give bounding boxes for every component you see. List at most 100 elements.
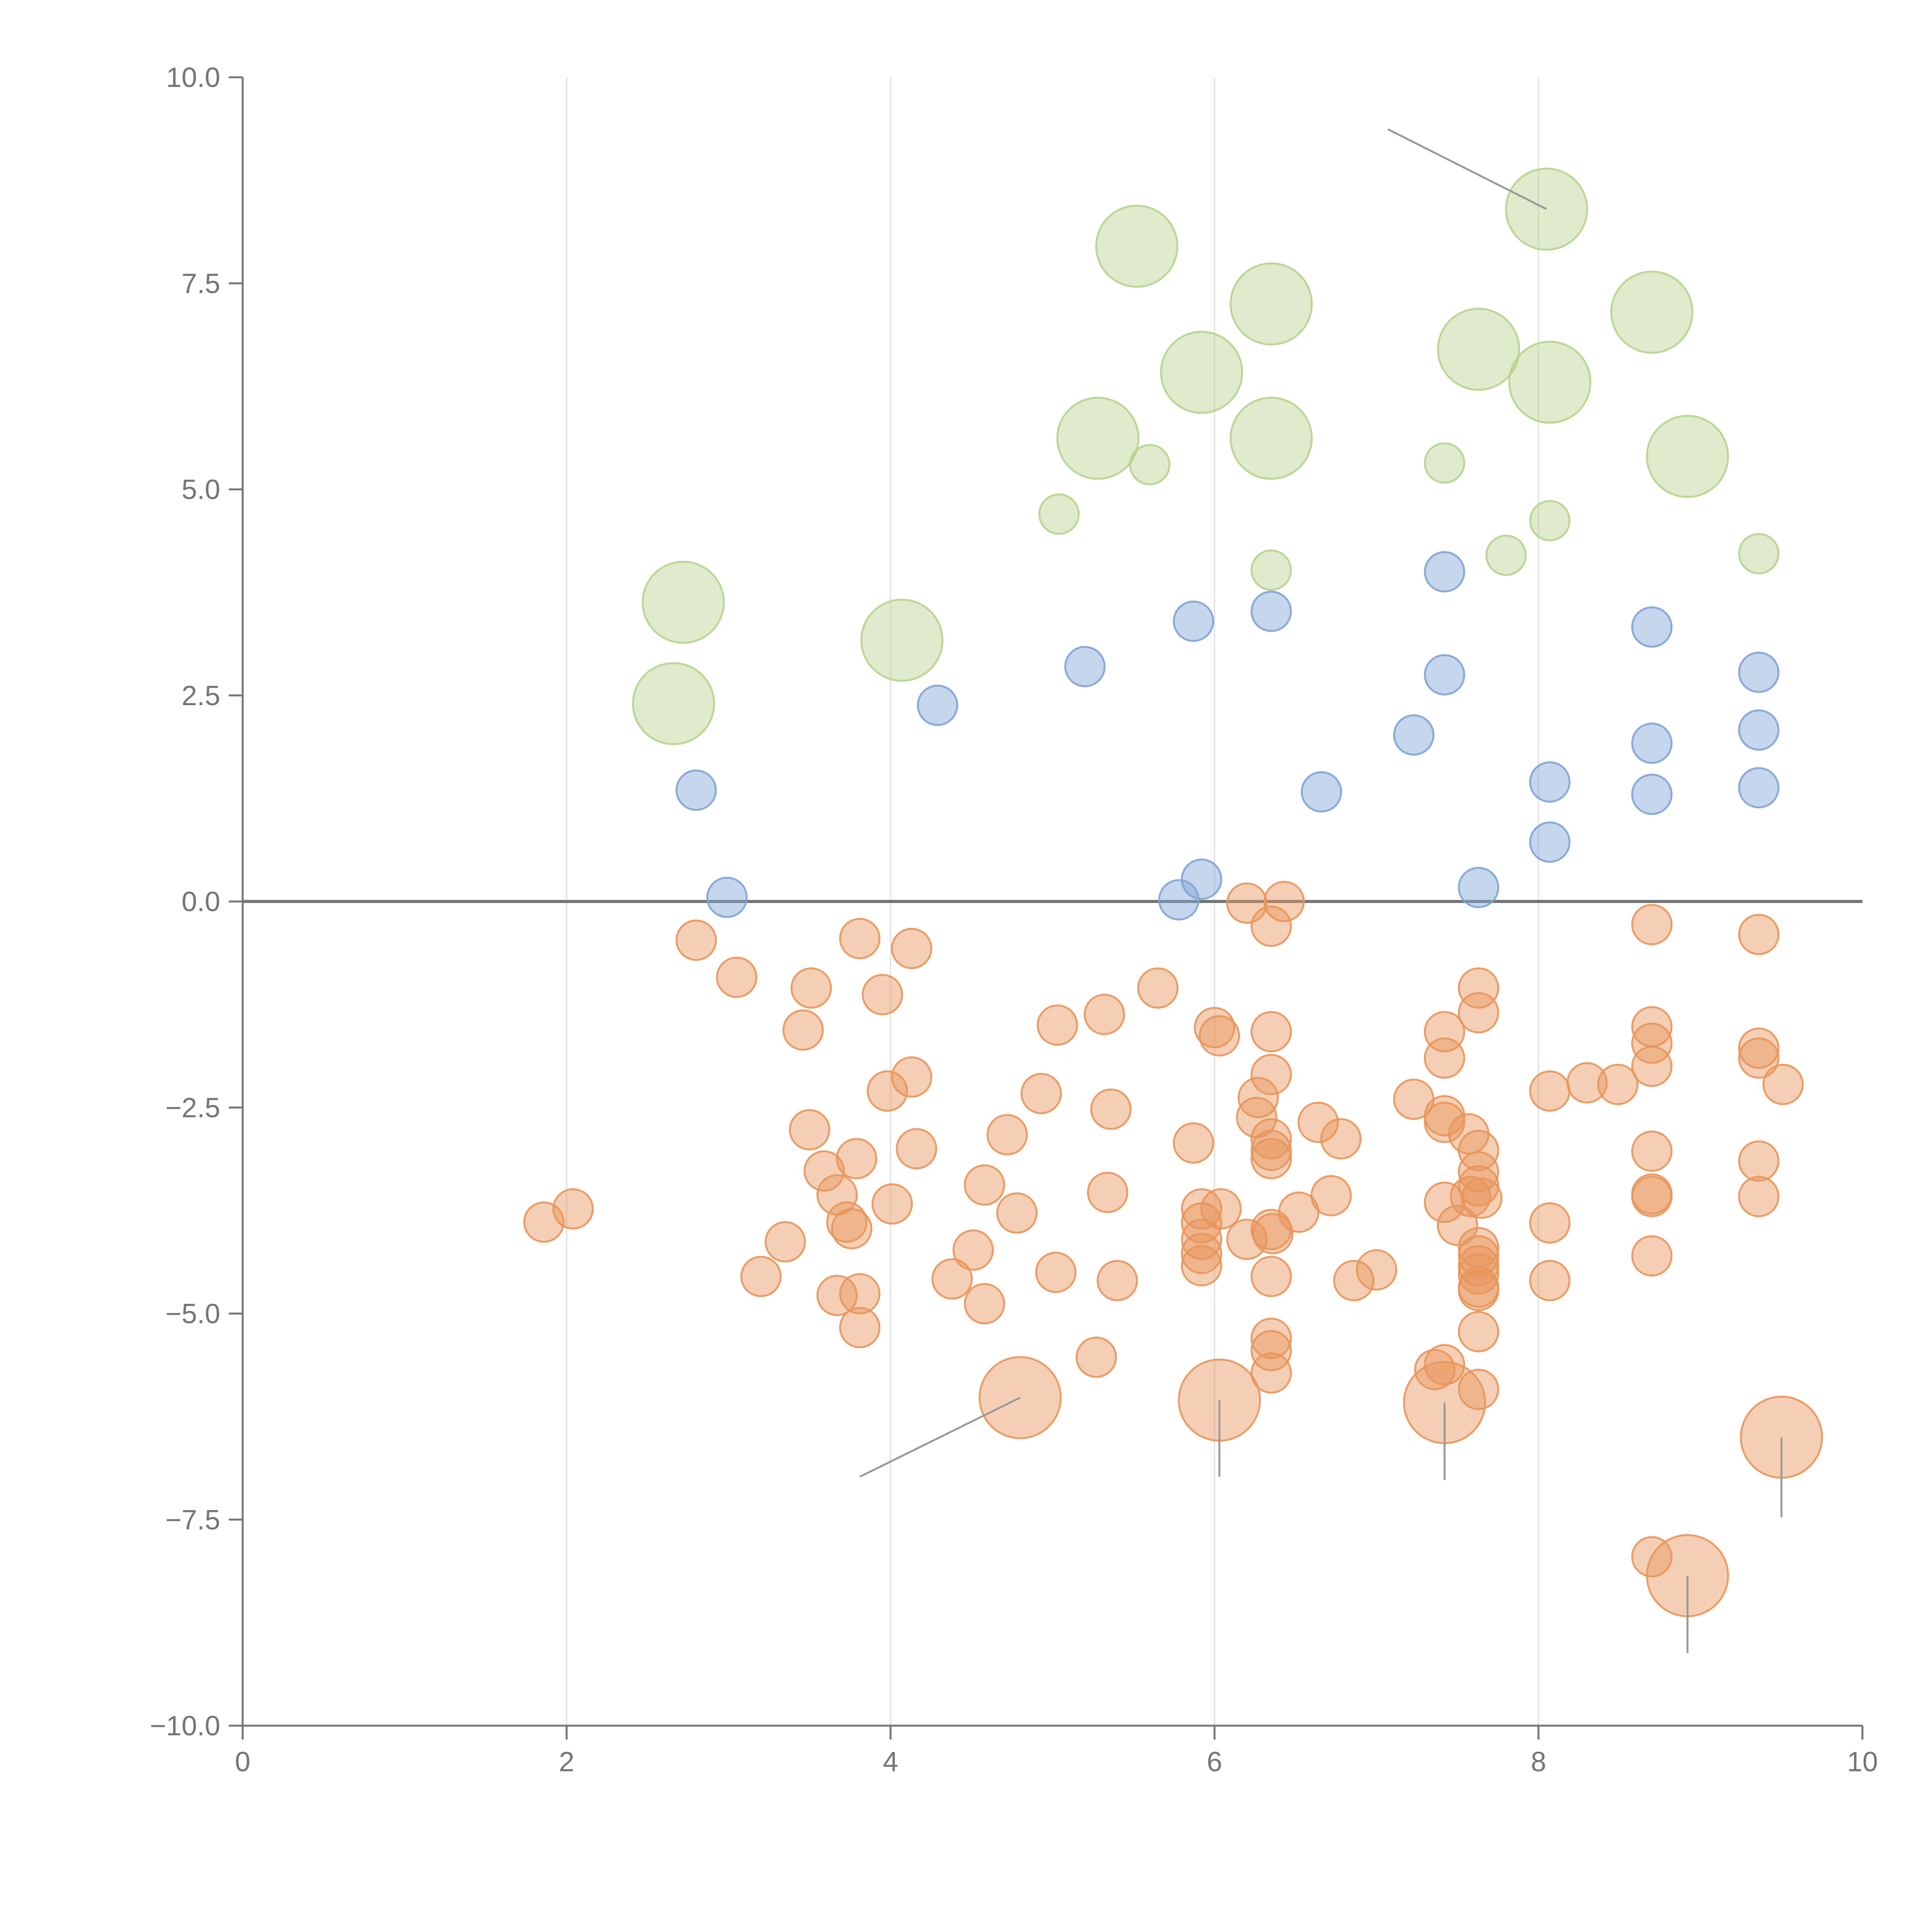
bubble-point-orange (1762, 1064, 1804, 1105)
bubble-point-orange (1458, 992, 1499, 1034)
bubble-point-orange (1020, 1073, 1062, 1114)
bubble-point-green (1230, 262, 1313, 346)
bubble-point-orange (866, 1070, 908, 1112)
bubble-point-orange (1250, 1011, 1292, 1053)
bubble-point-orange (1423, 1037, 1465, 1079)
bubble-point-orange (1097, 1260, 1138, 1301)
bubble-point-orange (871, 1183, 913, 1225)
bubble-point-orange (1529, 1070, 1571, 1112)
bubble-point-orange (986, 1114, 1028, 1156)
y-tick-label: 7.5 (182, 268, 220, 299)
bubble-point-orange (964, 1164, 1005, 1206)
bubble-point-orange (1529, 1202, 1571, 1244)
axis-layer: −10.0 −7.5 −5.0 −2.5 0.0 2.5 5.0 7.5 10.0 0 2 4 6 8 10 (150, 62, 1878, 1777)
bubble-point-orange (896, 1128, 937, 1170)
bubble-point-orange (1083, 993, 1125, 1035)
bubble-point-orange (1597, 1064, 1639, 1105)
bubble-point-blue (1631, 722, 1673, 764)
bubble-point-orange (675, 919, 717, 961)
y-tick-label: 0.0 (182, 886, 220, 917)
bubble-point-green (1423, 442, 1465, 484)
x-tick-label: 8 (1531, 1747, 1546, 1777)
bubble-layer (523, 167, 1823, 1617)
bubble-point-blue (1423, 654, 1465, 696)
bubble-point-blue (1250, 590, 1292, 632)
bubble-point-green (1485, 534, 1527, 576)
bubble-point-green (1529, 500, 1571, 542)
bubble-point-orange (803, 1150, 845, 1192)
bubble-point-orange (1087, 1172, 1129, 1213)
bubble-point-orange (1226, 1219, 1268, 1260)
bubble-point-orange (964, 1283, 1005, 1325)
bubble-point-orange (1458, 1369, 1499, 1410)
bubble-point-orange (836, 1138, 878, 1179)
bubble-point-orange (1423, 1182, 1465, 1223)
bubble-point-blue (1173, 600, 1214, 642)
annotation-leader-line (1387, 128, 1547, 210)
bubble-point-orange (952, 1229, 994, 1271)
bubble-point-blue (1064, 646, 1106, 687)
leader-layer (859, 128, 1782, 1653)
bubble-point-green (641, 561, 725, 644)
bubble-point-green (1508, 340, 1592, 424)
annotation-leader-line (859, 1396, 1021, 1478)
y-tick-label: −7.5 (165, 1505, 220, 1536)
bubble-point-orange (1738, 1140, 1780, 1182)
bubble-point-green (1038, 493, 1080, 535)
bubble-point-orange (891, 1056, 932, 1098)
bubble-point-green (860, 599, 944, 682)
bubble-point-orange (931, 1258, 973, 1300)
bubble-point-orange (996, 1192, 1038, 1234)
bubble-point-green (1230, 396, 1313, 480)
bubble-point-green (1250, 549, 1292, 591)
x-tick-label: 10 (1847, 1747, 1878, 1777)
x-tick-label: 6 (1207, 1747, 1222, 1777)
bubble-point-orange (1458, 1270, 1499, 1311)
bubble-point-blue (1631, 774, 1673, 815)
bubble-point-orange (1423, 1102, 1465, 1143)
bubble-point-orange (1631, 1130, 1673, 1172)
bubble-point-orange (1631, 904, 1673, 946)
bubble-point-orange (1529, 1260, 1571, 1301)
bubble-point-blue (1458, 867, 1499, 908)
bubble-point-orange (1458, 1235, 1499, 1277)
bubble-point-orange (1320, 1118, 1362, 1160)
bubble-point-green (1437, 308, 1520, 391)
bubble-point-blue (1738, 709, 1780, 751)
bubble-point-orange (1458, 1151, 1499, 1193)
bubble-point-orange (1297, 1102, 1339, 1143)
bubble-point-orange (1263, 881, 1305, 922)
bubble-point-orange (1310, 1175, 1352, 1216)
bubble-point-green (1129, 444, 1171, 486)
y-tick-label: −10.0 (150, 1711, 220, 1742)
bubble-point-blue (917, 684, 958, 726)
bubble-point-blue (1529, 761, 1571, 803)
bubble-point-green (1646, 415, 1729, 498)
bubble-point-orange (1423, 1344, 1465, 1386)
bubble-point-orange (1181, 1245, 1223, 1287)
bubble-point-green (632, 662, 715, 745)
bubble-point-orange (1458, 1253, 1499, 1295)
bubble-point-orange (1250, 1054, 1292, 1095)
bubble-point-orange (1252, 1213, 1294, 1255)
bubble-point-blue (1393, 714, 1435, 756)
bubble-point-blue (675, 769, 717, 811)
bubble-point-orange (1250, 1138, 1292, 1179)
bubble-point-orange (1250, 905, 1292, 947)
bubble-point-orange (862, 974, 903, 1015)
bubble-point-orange (1738, 1037, 1780, 1079)
bubble-point-orange (1250, 1330, 1292, 1371)
bubble-point-orange (790, 967, 832, 1009)
bubble-point-orange (1037, 1004, 1078, 1046)
bubble-point-orange (1181, 1202, 1223, 1244)
bubble-point-orange (740, 1256, 782, 1298)
bubble-point-blue (1738, 651, 1780, 693)
bubble-point-orange (1333, 1260, 1375, 1301)
bubble-point-orange (789, 1109, 830, 1151)
bubble-point-blue (1301, 771, 1342, 813)
bubble-point-blue (1158, 879, 1200, 921)
bubble-point-orange (831, 1208, 872, 1250)
bubble-point-orange (1355, 1249, 1397, 1291)
